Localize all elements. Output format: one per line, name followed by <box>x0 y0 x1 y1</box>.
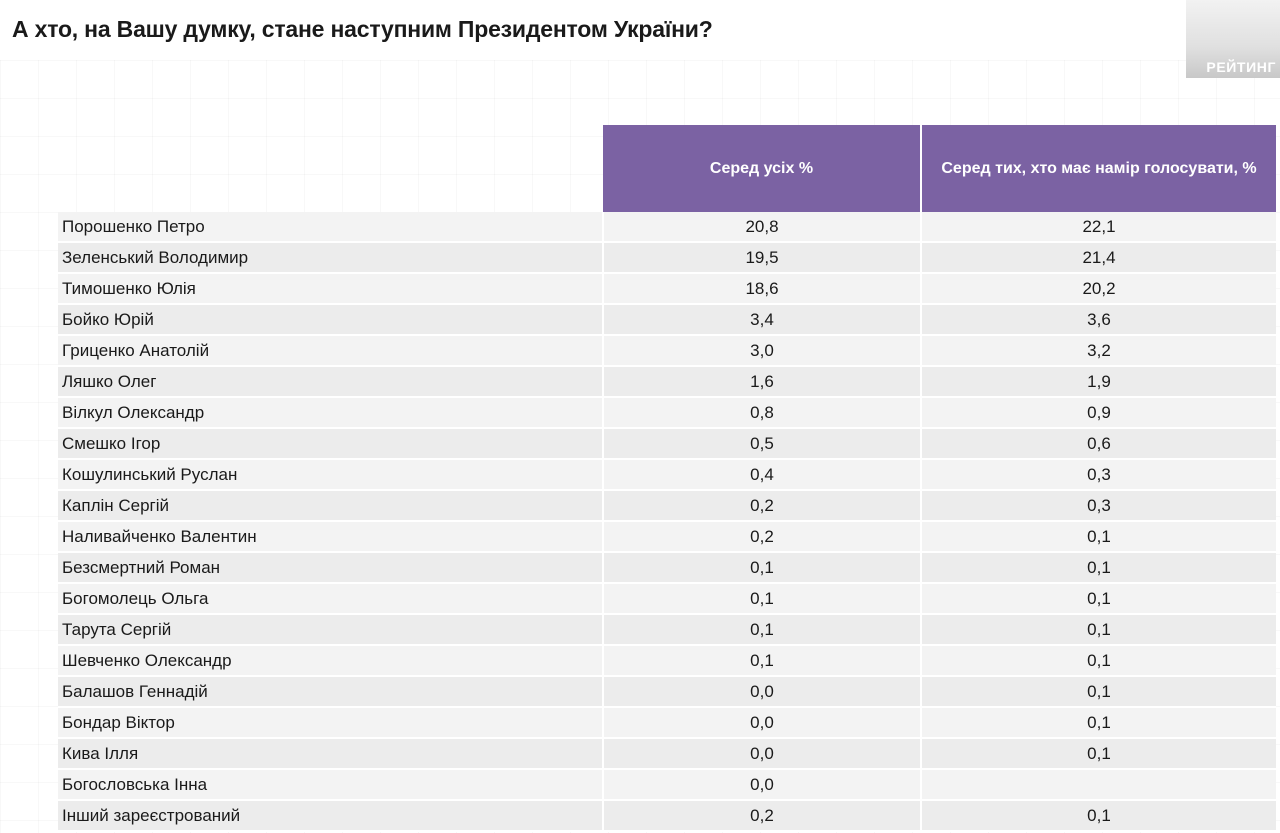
intend-to-vote-cell: 0,9 <box>920 397 1276 429</box>
intend-to-vote-cell: 0,1 <box>920 738 1276 770</box>
candidate-name-cell: Балашов Геннадій <box>58 676 603 708</box>
candidate-name-cell: Гриценко Анатолій <box>58 335 603 367</box>
intend-to-vote-cell: 0,1 <box>920 552 1276 584</box>
intend-to-vote-cell: 20,2 <box>920 273 1276 305</box>
header-all-respondents: Серед усіх % <box>603 125 921 212</box>
header-candidate <box>58 125 603 212</box>
all-respondents-cell: 0,0 <box>602 676 921 708</box>
table-row: Богомолець Ольга 0,1 0,1 <box>58 583 1276 615</box>
table-row: Гриценко Анатолій 3,0 3,2 <box>58 335 1276 367</box>
table-row: Шевченко Олександр 0,1 0,1 <box>58 645 1276 677</box>
all-respondents-cell: 0,2 <box>602 800 921 832</box>
candidate-name-cell: Смешко Ігор <box>58 428 603 460</box>
intend-to-vote-cell: 1,9 <box>920 366 1276 398</box>
candidate-name-cell: Каплін Сергій <box>58 490 603 522</box>
all-respondents-cell: 0,5 <box>602 428 921 460</box>
header-row: Серед усіх % Серед тих, хто має намір го… <box>58 125 1276 212</box>
all-respondents-cell: 0,2 <box>602 521 921 553</box>
table-row: Ляшко Олег 1,6 1,9 <box>58 366 1276 398</box>
table-row: Інший зареєстрований 0,2 0,1 <box>58 800 1276 832</box>
all-respondents-cell: 3,0 <box>602 335 921 367</box>
intend-to-vote-cell: 0,6 <box>920 428 1276 460</box>
results-table: Серед усіх % Серед тих, хто має намір го… <box>58 125 1276 832</box>
all-respondents-cell: 20,8 <box>602 212 921 243</box>
intend-to-vote-cell: 3,6 <box>920 304 1276 336</box>
all-respondents-cell: 0,2 <box>602 490 921 522</box>
candidate-name-cell: Бондар Віктор <box>58 707 603 739</box>
table-row: Тимошенко Юлія 18,6 20,2 <box>58 273 1276 305</box>
intend-to-vote-cell: 0,1 <box>920 521 1276 553</box>
candidate-name-cell: Порошенко Петро <box>58 212 603 243</box>
all-respondents-cell: 0,4 <box>602 459 921 491</box>
candidate-name-cell: Кошулинський Руслан <box>58 459 603 491</box>
table-row: Вілкул Олександр 0,8 0,9 <box>58 397 1276 429</box>
table-row: Тарута Сергій 0,1 0,1 <box>58 614 1276 646</box>
all-respondents-cell: 0,1 <box>602 614 921 646</box>
candidate-name-cell: Богомолець Ольга <box>58 583 603 615</box>
candidate-name-cell: Вілкул Олександр <box>58 397 603 429</box>
table-row: Каплін Сергій 0,2 0,3 <box>58 490 1276 522</box>
intend-to-vote-cell: 0,1 <box>920 707 1276 739</box>
brand-logo-text: РЕЙТИНГ <box>1206 59 1276 75</box>
intend-to-vote-cell: 22,1 <box>920 212 1276 243</box>
table-row: Зеленський Володимир 19,5 21,4 <box>58 242 1276 274</box>
candidate-name-cell: Зеленський Володимир <box>58 242 603 274</box>
candidate-name-cell: Богословська Інна <box>58 769 603 801</box>
intend-to-vote-cell: 0,1 <box>920 614 1276 646</box>
candidate-name-cell: Тимошенко Юлія <box>58 273 603 305</box>
all-respondents-cell: 0,0 <box>602 738 921 770</box>
all-respondents-cell: 0,0 <box>602 707 921 739</box>
table-row: Кошулинський Руслан 0,4 0,3 <box>58 459 1276 491</box>
results-table-body: Порошенко Петро 20,8 22,1 Зеленський Володи… <box>58 212 1276 832</box>
table-row: Балашов Геннадій 0,0 0,1 <box>58 676 1276 708</box>
intend-to-vote-cell: 3,2 <box>920 335 1276 367</box>
candidate-name-cell: Інший зареєстрований <box>58 800 603 832</box>
intend-to-vote-cell <box>920 769 1276 801</box>
intend-to-vote-cell: 0,1 <box>920 583 1276 615</box>
table-row: Безсмертний Роман 0,1 0,1 <box>58 552 1276 584</box>
candidate-name-cell: Наливайченко Валентин <box>58 521 603 553</box>
all-respondents-cell: 0,1 <box>602 645 921 677</box>
page-title: А хто, на Вашу думку, стане наступним Пр… <box>12 16 713 42</box>
intend-to-vote-cell: 0,1 <box>920 800 1276 832</box>
candidate-name-cell: Тарута Сергій <box>58 614 603 646</box>
candidate-name-cell: Ляшко Олег <box>58 366 603 398</box>
all-respondents-cell: 3,4 <box>602 304 921 336</box>
intend-to-vote-cell: 0,1 <box>920 645 1276 677</box>
table-row: Бойко Юрій 3,4 3,6 <box>58 304 1276 336</box>
candidate-name-cell: Безсмертний Роман <box>58 552 603 584</box>
table-row: Порошенко Петро 20,8 22,1 <box>58 212 1276 243</box>
all-respondents-cell: 18,6 <box>602 273 921 305</box>
intend-to-vote-cell: 0,3 <box>920 459 1276 491</box>
table-row: Бондар Віктор 0,0 0,1 <box>58 707 1276 739</box>
all-respondents-cell: 0,8 <box>602 397 921 429</box>
intend-to-vote-cell: 0,3 <box>920 490 1276 522</box>
candidate-name-cell: Кива Ілля <box>58 738 603 770</box>
intend-to-vote-cell: 0,1 <box>920 676 1276 708</box>
intend-to-vote-cell: 21,4 <box>920 242 1276 274</box>
candidate-name-cell: Шевченко Олександр <box>58 645 603 677</box>
table-row: Богословська Інна 0,0 <box>58 769 1276 801</box>
table-row: Кива Ілля 0,0 0,1 <box>58 738 1276 770</box>
all-respondents-cell: 0,1 <box>602 552 921 584</box>
table-row: Наливайченко Валентин 0,2 0,1 <box>58 521 1276 553</box>
candidate-name-cell: Бойко Юрій <box>58 304 603 336</box>
table-row: Смешко Ігор 0,5 0,6 <box>58 428 1276 460</box>
brand-logo: РЕЙТИНГ <box>1186 0 1280 78</box>
all-respondents-cell: 0,0 <box>602 769 921 801</box>
header-intend-to-vote: Серед тих, хто має намір голосувати, % <box>920 125 1276 212</box>
all-respondents-cell: 19,5 <box>602 242 921 274</box>
results-table-header: Серед усіх % Серед тих, хто має намір го… <box>58 125 1276 212</box>
all-respondents-cell: 1,6 <box>602 366 921 398</box>
all-respondents-cell: 0,1 <box>602 583 921 615</box>
